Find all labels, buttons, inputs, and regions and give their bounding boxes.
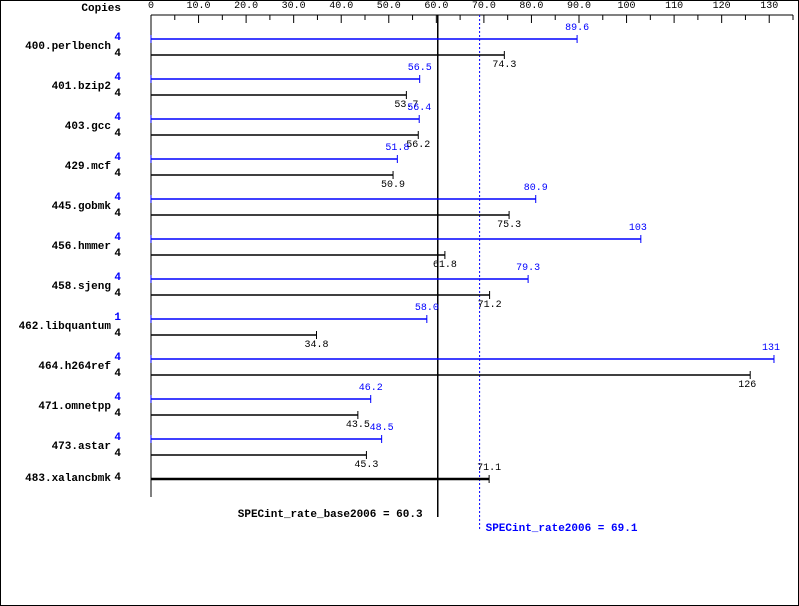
copies-value-base: 4 [114,248,121,260]
value-label-peak: 56.4 [407,103,431,114]
benchmark-name: 403.gcc [65,121,111,133]
benchmark-name: 462.libquantum [19,321,111,333]
copies-header: Copies [81,3,121,15]
benchmark-name: 445.gobmk [52,201,111,213]
x-tick-label: 120 [713,1,731,12]
copies-value-base: 4 [114,368,121,380]
copies-value-peak: 4 [114,232,121,244]
benchmark-name: 458.sjeng [52,281,111,293]
benchmark-name: 464.h264ref [38,361,111,373]
copies-value-peak: 4 [114,432,121,444]
copies-value-base: 4 [114,168,121,180]
x-tick-label: 0 [148,1,154,12]
value-label-peak: 51.8 [385,143,409,154]
x-tick-label: 60.0 [424,1,448,12]
x-tick-label: 40.0 [329,1,353,12]
copies-value-base: 4 [114,48,121,60]
value-label-base: 74.3 [492,60,516,71]
copies-value-base: 4 [114,408,121,420]
copies-value-peak: 4 [114,352,121,364]
copies-value-peak: 4 [114,272,121,284]
copies-value-peak: 4 [114,72,121,84]
x-tick-label: 100 [618,1,636,12]
benchmark-name: 401.bzip2 [52,81,111,93]
summary-base: SPECint_rate_base2006 = 60.3 [238,509,423,521]
copies-value-base: 4 [114,128,121,140]
value-label-base: 45.3 [354,460,378,471]
value-label-peak: 48.5 [370,423,394,434]
benchmark-name: 400.perlbench [25,41,111,53]
copies-value-base: 4 [114,448,121,460]
copies-value-peak: 1 [114,312,121,324]
value-label-base: 75.3 [497,220,521,231]
benchmark-name: 473.astar [52,441,111,453]
value-label-peak: 131 [762,343,780,354]
benchmark-name: 471.omnetpp [38,401,111,413]
x-tick-label: 90.0 [567,1,591,12]
value-label-peak: 80.9 [524,183,548,194]
value-label-base: 126 [738,380,756,391]
value-label-peak: 89.6 [565,23,589,34]
x-tick-label: 70.0 [472,1,496,12]
copies-value-peak: 4 [114,112,121,124]
value-label-peak: 56.5 [408,63,432,74]
benchmark-name: 429.mcf [65,161,111,173]
value-label-base: 71.2 [478,300,502,311]
copies-value-peak: 4 [114,152,121,164]
value-label-peak: 79.3 [516,263,540,274]
copies-value-base: 4 [114,88,121,100]
value-label-base: 56.2 [406,140,430,151]
x-tick-label: 20.0 [234,1,258,12]
value-label-peak: 58.0 [415,303,439,314]
value-label-base: 71.1 [477,463,501,474]
spec-rate-chart: Copies 400.perlbench44401.bzip244403.gcc… [0,0,799,606]
x-tick-label: 80.0 [519,1,543,12]
x-tick-label: 30.0 [282,1,306,12]
benchmark-name: 483.xalancbmk [25,473,111,485]
copies-value-base: 4 [114,288,121,300]
value-label-base: 43.5 [346,420,370,431]
copies-value-base: 4 [114,472,121,484]
summary-peak: SPECint_rate2006 = 69.1 [486,523,638,535]
value-label-peak: 103 [629,223,647,234]
value-label-base: 34.8 [304,340,328,351]
copies-value-base: 4 [114,208,121,220]
x-tick-label: 110 [665,1,683,12]
copies-value-peak: 4 [114,392,121,404]
value-label-base: 61.8 [433,260,457,271]
copies-value-base: 4 [114,328,121,340]
value-label-peak: 46.2 [359,383,383,394]
x-tick-label: 130 [760,1,778,12]
x-tick-label: 50.0 [377,1,401,12]
x-tick-label: 10.0 [187,1,211,12]
value-label-base: 50.9 [381,180,405,191]
copies-value-peak: 4 [114,192,121,204]
benchmark-name: 456.hmmer [52,241,111,253]
copies-value-peak: 4 [114,32,121,44]
